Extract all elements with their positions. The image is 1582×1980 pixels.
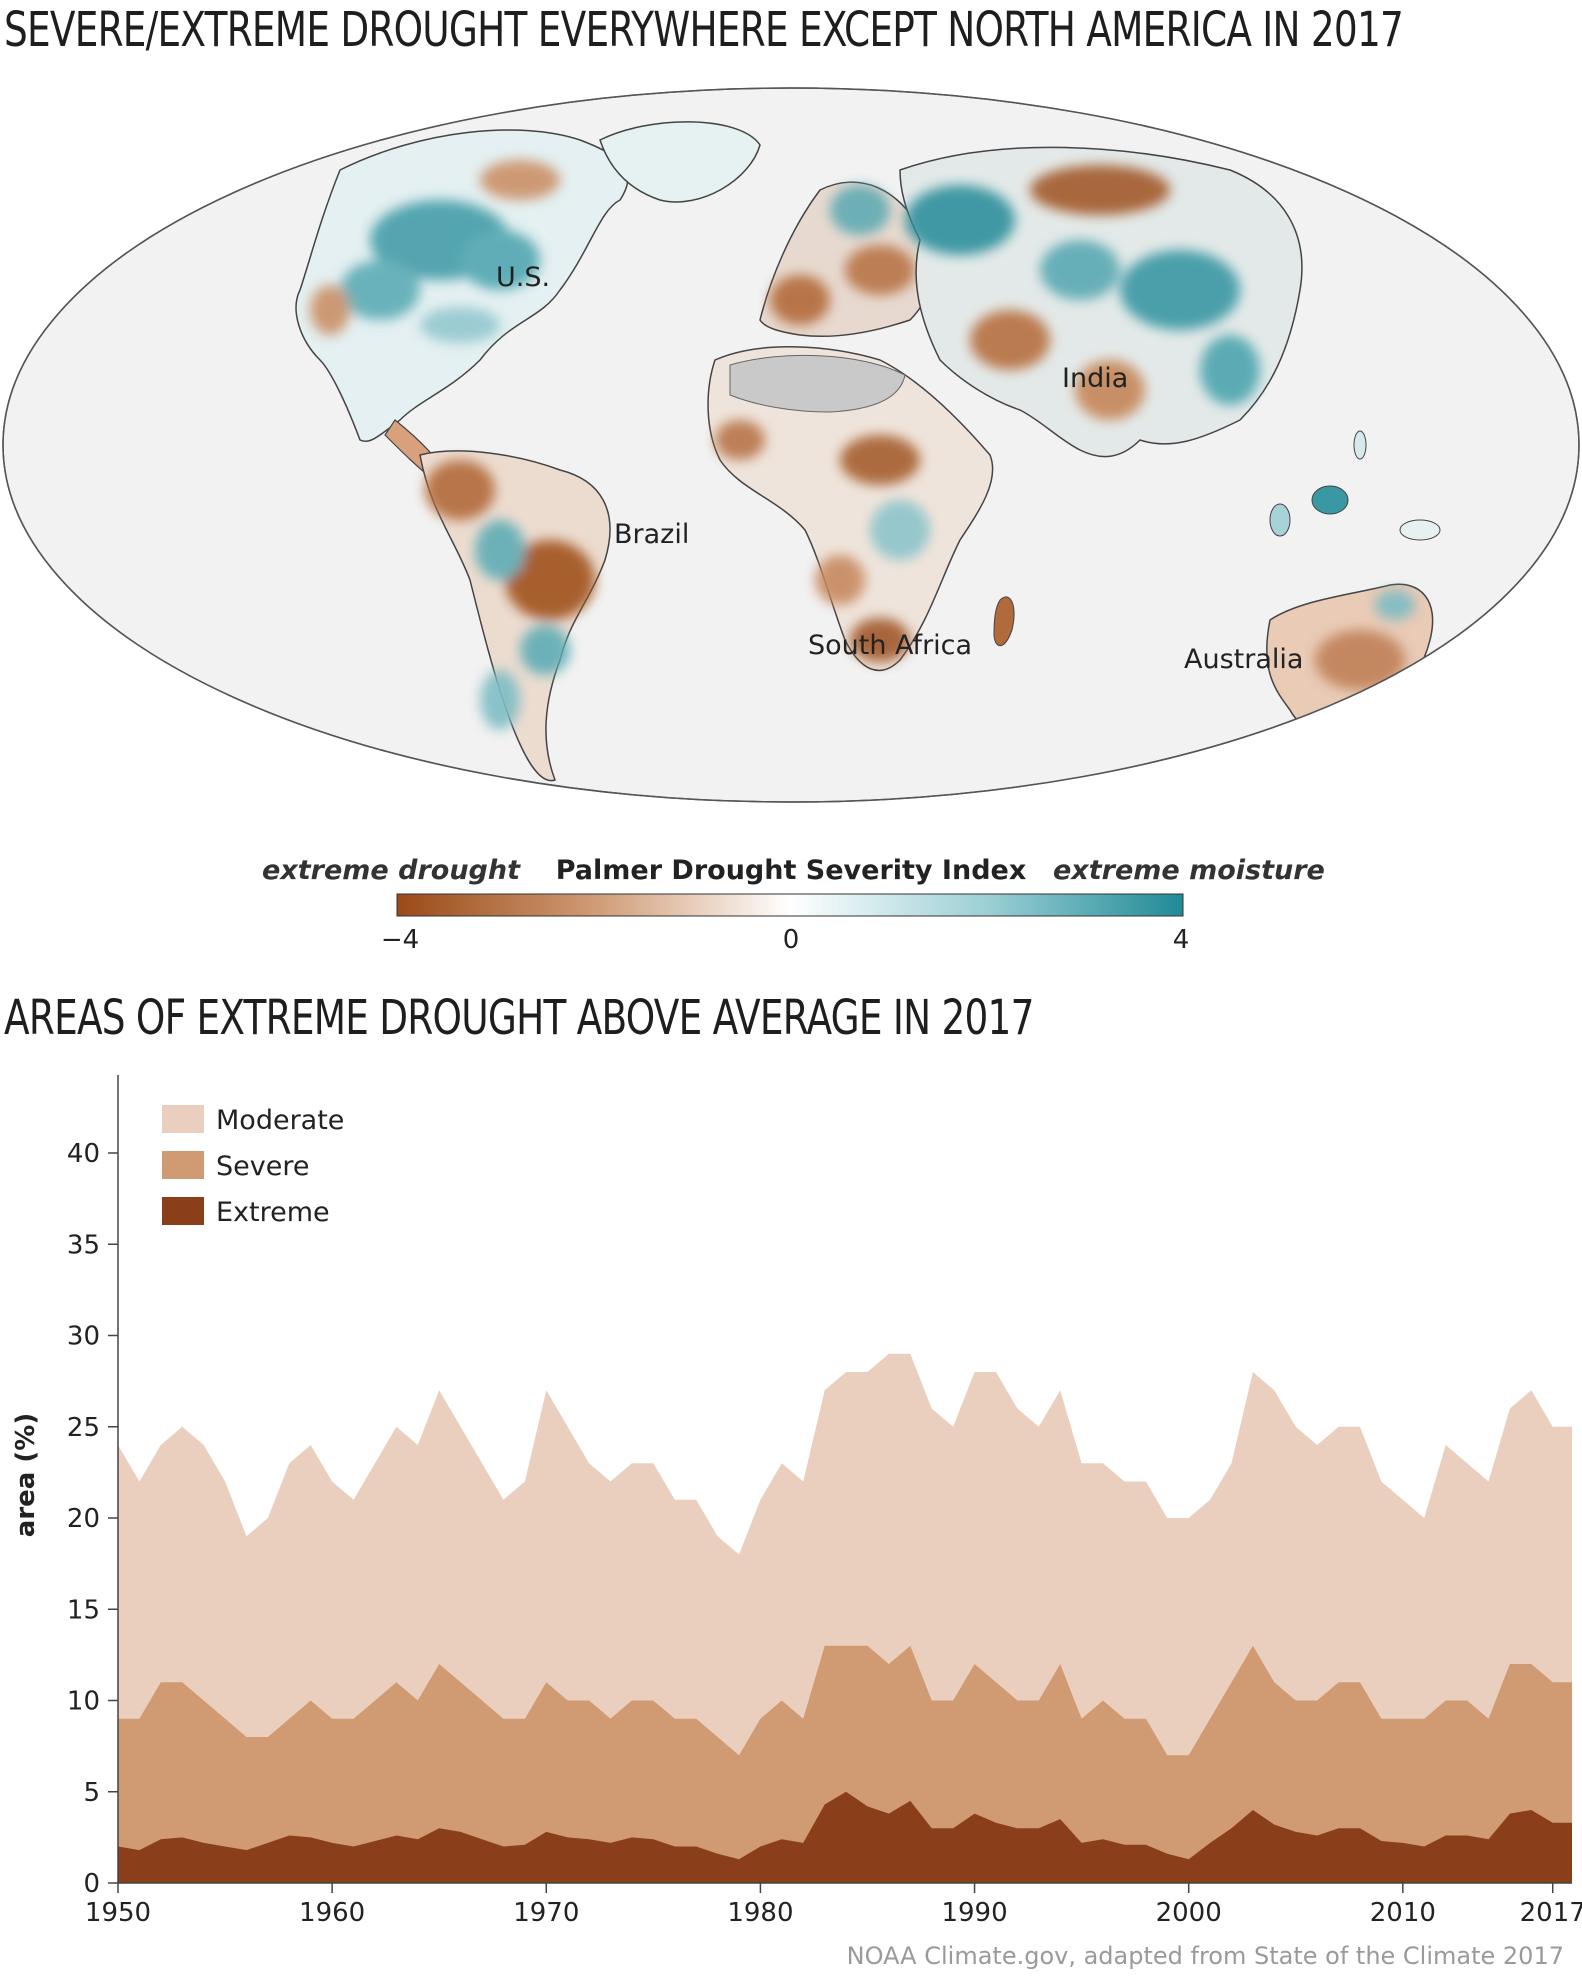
label-us: U.S. — [496, 262, 550, 293]
y-tick-label: 25 — [67, 1413, 100, 1443]
x-tick-label: 2017 — [1520, 1898, 1582, 1928]
y-tick-label: 5 — [83, 1778, 100, 1808]
y-tick-label: 20 — [67, 1504, 100, 1534]
world-drought-map: U.S. Brazil India South Africa Australia… — [2, 87, 1580, 955]
label-australia: Australia — [1184, 644, 1303, 675]
label-india: India — [1062, 363, 1128, 394]
areas-layer — [118, 1353, 1572, 1883]
y-tick-label: 0 — [83, 1869, 100, 1899]
legend-label-severe: Severe — [216, 1151, 309, 1182]
y-tick-label: 15 — [67, 1595, 100, 1625]
legend-tick-mid: 0 — [783, 925, 800, 955]
x-tick-label: 2000 — [1156, 1898, 1222, 1928]
x-tick-label: 1980 — [727, 1898, 793, 1928]
legend-tick-max: 4 — [1173, 925, 1190, 955]
pdsi-legend: extreme drought Palmer Drought Severity … — [262, 855, 1325, 955]
y-tick-label: 35 — [67, 1230, 100, 1260]
legend-label-moderate: Moderate — [216, 1105, 344, 1136]
y-axis-label: area (%) — [11, 1413, 41, 1537]
legend-center-label: Palmer Drought Severity Index — [556, 855, 1027, 886]
chart-legend: Moderate Severe Extreme — [162, 1105, 344, 1228]
asia — [899, 146, 1303, 458]
chart-title: AREAS OF EXTREME DROUGHT ABOVE AVERAGE I… — [4, 990, 1034, 1046]
x-tick-label: 1970 — [513, 1898, 579, 1928]
label-south-africa: South Africa — [808, 630, 972, 661]
source-credit: NOAA Climate.gov, adapted from State of … — [846, 1942, 1564, 1970]
legend-left-label: extreme drought — [262, 855, 521, 886]
legend-swatch-severe — [162, 1151, 204, 1179]
y-tick-label: 10 — [67, 1687, 100, 1717]
north-america — [295, 121, 761, 486]
x-tick-label: 1950 — [85, 1898, 151, 1928]
legend-swatch-moderate — [162, 1105, 204, 1133]
europe — [759, 181, 931, 338]
y-tick-label: 30 — [67, 1322, 100, 1352]
y-tick-label: 40 — [67, 1139, 100, 1169]
x-tick-label: 1960 — [299, 1898, 365, 1928]
x-tick-label: 1990 — [941, 1898, 1007, 1928]
area-extreme — [118, 1791, 1572, 1883]
axes-layer: 0 5 10 15 20 25 30 35 40 1950 1960 1970 1980 1990 2000… — [67, 1075, 1582, 1928]
maritime-asia — [1269, 430, 1441, 541]
area-severe — [118, 1645, 1572, 1883]
africa — [707, 346, 1015, 671]
x-tick-label: 2010 — [1370, 1898, 1436, 1928]
south-america — [419, 450, 611, 782]
legend-tick-min: −4 — [381, 925, 419, 955]
legend-swatch-extreme — [162, 1197, 204, 1225]
drought-area-chart: 0 5 10 15 20 25 30 35 40 1950 1960 1970 1980 1990 2000… — [11, 1075, 1582, 1928]
legend-right-label: extreme moisture — [1053, 855, 1325, 886]
legend-color-bar — [396, 893, 1184, 917]
label-brazil: Brazil — [614, 519, 689, 550]
map-title: SEVERE/EXTREME DROUGHT EVERYWHERE EXCEPT… — [4, 2, 1404, 58]
legend-label-extreme: Extreme — [216, 1197, 330, 1228]
